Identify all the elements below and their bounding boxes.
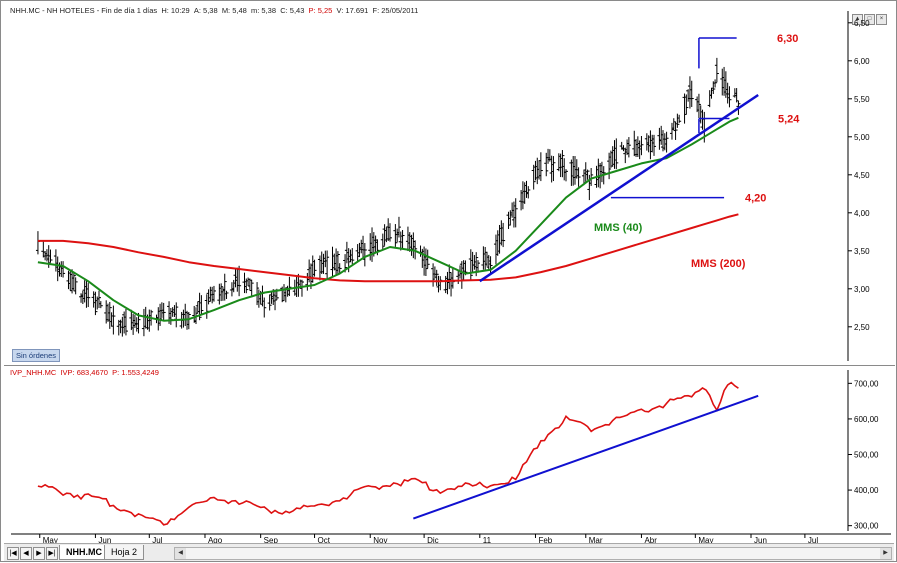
x-axis-label: May (698, 536, 713, 545)
ivp-pane-header: IVP_NHH.MC IVP: 683,4670 P: 1.553,4249 (10, 368, 159, 377)
pane-scroll-up-button[interactable]: ▲ (852, 14, 863, 25)
price-y-tick-label: 2,50 (854, 323, 870, 332)
pane-close-button[interactable]: × (876, 14, 887, 25)
x-axis-label: Abr (644, 536, 657, 545)
x-axis-label: Jul (808, 536, 818, 545)
volume-readout: V: 17.691 (336, 6, 369, 15)
ivp-price-readout: P: 1.553,4249 (112, 368, 159, 377)
scroll-left-arrow-icon[interactable]: ◀ (175, 548, 186, 559)
price-y-tick-label: 6,00 (854, 57, 870, 66)
scroll-right-arrow-icon[interactable]: ▶ (880, 548, 891, 559)
price-y-tick-label: 4,50 (854, 171, 870, 180)
level-label: 6,30 (777, 33, 798, 45)
mms200-line (37, 213, 739, 283)
orders-status-badge[interactable]: Sin órdenes (12, 349, 61, 362)
ivp-y-tick-label: 600,00 (854, 415, 879, 424)
close-readout: C: 5,43 (280, 6, 305, 15)
x-axis-label: Mar (589, 536, 603, 545)
first-sheet-button[interactable]: |◀ (7, 547, 19, 560)
mms40-line (37, 116, 739, 322)
price-y-tick-label: 3,50 (854, 247, 870, 256)
x-axis-label: Dic (427, 536, 439, 545)
high-readout: M: 5,48 (221, 6, 247, 15)
x-axis-label: Jun (98, 536, 111, 545)
mms40-label: MMS (40) (594, 222, 643, 234)
x-axis-label: Sep (264, 536, 279, 545)
price-y-tick-label: 6,50 (854, 19, 870, 28)
date-readout: F: 25/05/2011 (372, 6, 419, 15)
x-axis-label: Feb (538, 536, 552, 545)
ivp-readout: IVP: 683,4670 (60, 368, 108, 377)
prev-sheet-button[interactable]: ◀ (20, 547, 32, 560)
open-readout: A: 5,38 (193, 6, 218, 15)
symbol-label: NHH.MC (10, 6, 40, 15)
price-y-tick-label: 5,50 (854, 95, 870, 104)
x-axis-label: 11 (483, 536, 492, 545)
level-label: 4,20 (745, 193, 766, 205)
sheet-tab-nhh[interactable]: NHH.MC (59, 545, 109, 560)
horizontal-scrollbar[interactable]: ◀ ▶ (174, 547, 892, 560)
ivp-y-tick-label: 300,00 (854, 522, 879, 531)
pane-maximize-button[interactable]: □ (864, 14, 875, 25)
price-readout: P: 5,25 (308, 6, 333, 15)
ivp-trendline[interactable] (412, 394, 759, 520)
price-y-tick-label: 5,00 (854, 133, 870, 142)
time-readout: H: 10:29 (161, 6, 190, 15)
ivp-y-tick-label: 700,00 (854, 379, 879, 388)
low-readout: m: 5,38 (251, 6, 277, 15)
last-sheet-button[interactable]: ▶| (46, 547, 58, 560)
price-pane-header: NHH.MC - NH HOTELES - Fin de día 1 días … (10, 6, 419, 15)
bottom-bar: |◀ ◀ ▶ ▶| NHH.MC Hoja 2 ◀ ▶ (4, 543, 894, 561)
ivp-line (37, 381, 739, 526)
x-axis-label: Ago (208, 536, 223, 545)
x-axis-label: Jun (754, 536, 767, 545)
ivp-y-tick-label: 500,00 (854, 451, 879, 460)
sheet-tab-hoja2[interactable]: Hoja 2 (104, 545, 145, 560)
mms200-label: MMS (200) (691, 258, 746, 270)
price-pane: NHH.MC - NH HOTELES - Fin de día 1 días … (4, 4, 895, 364)
x-axis-label: Jul (152, 536, 162, 545)
price-y-tick-label: 3,00 (854, 285, 870, 294)
next-sheet-button[interactable]: ▶ (33, 547, 45, 560)
company-name: NH HOTELES (46, 6, 95, 15)
x-axis-label: Oct (318, 536, 331, 545)
x-axis-label: Nov (373, 536, 387, 545)
ivp-y-tick-label: 400,00 (854, 486, 879, 495)
x-axis-label: May (43, 536, 58, 545)
price-trendline[interactable] (479, 93, 759, 283)
price-y-tick-label: 4,00 (854, 209, 870, 218)
level-label: 5,24 (778, 114, 800, 126)
period-label: Fin de día 1 días (101, 6, 158, 15)
indicator-name: IVP_NHH.MC (10, 368, 57, 377)
